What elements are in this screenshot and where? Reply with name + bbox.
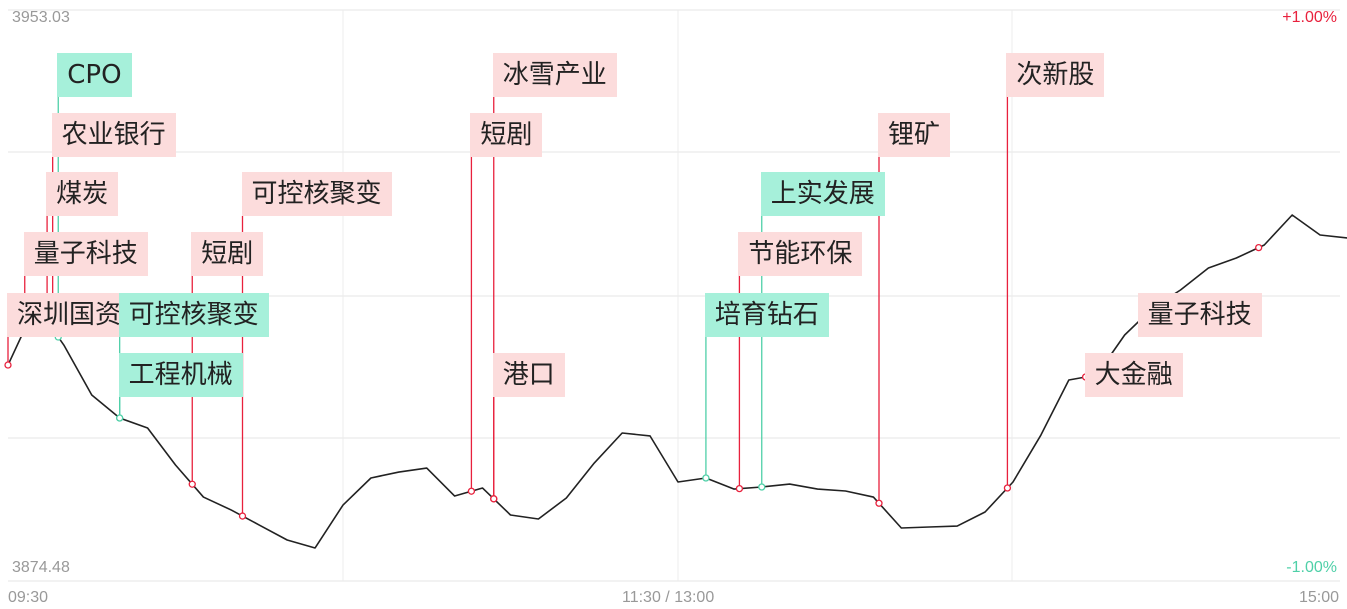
annotation-label: 次新股 bbox=[1006, 53, 1105, 97]
annotation-label: 大金融 bbox=[1084, 353, 1183, 397]
annotation-label: 短剧 bbox=[191, 232, 264, 276]
annotation-marker bbox=[702, 474, 710, 482]
annotation-label: 短剧 bbox=[470, 113, 543, 157]
annotation-marker bbox=[735, 484, 744, 493]
x-tick-label: 11:30 / 13:00 bbox=[622, 589, 715, 606]
annotation-marker bbox=[116, 414, 124, 422]
pct-max-label: +1.00% bbox=[1282, 9, 1337, 26]
y-min-label: 3874.48 bbox=[12, 559, 70, 576]
annotation-label: 煤炭 bbox=[46, 172, 119, 216]
annotation-marker bbox=[1255, 243, 1263, 252]
annotation-label: 农业银行 bbox=[51, 113, 176, 157]
annotation-label: 节能环保 bbox=[738, 232, 863, 276]
annotation-marker bbox=[188, 480, 196, 488]
annotation-label: 可控核聚变 bbox=[118, 293, 269, 337]
annotation-label: 冰雪产业 bbox=[492, 53, 617, 97]
annotation-label: 锂矿 bbox=[878, 113, 951, 157]
annotation-marker bbox=[875, 499, 883, 507]
x-tick-label: 15:00 bbox=[1298, 589, 1339, 606]
annotation-label: 工程机械 bbox=[118, 353, 243, 397]
annotation-label: 港口 bbox=[492, 353, 565, 397]
annotation-marker bbox=[4, 361, 12, 369]
pct-min-label: -1.00% bbox=[1286, 559, 1337, 576]
annotation-marker bbox=[467, 487, 476, 495]
annotation-marker bbox=[238, 512, 247, 520]
annotation-label: 量子科技 bbox=[1137, 293, 1262, 337]
annotation-label: 可控核聚变 bbox=[241, 172, 392, 216]
annotation-label: 深圳国资 bbox=[7, 293, 132, 337]
annotation-marker bbox=[1003, 484, 1012, 492]
price-line bbox=[7, 214, 1347, 549]
annotation-label: 量子科技 bbox=[23, 232, 148, 276]
annotation-marker bbox=[758, 483, 766, 491]
annotation-label: 培育钻石 bbox=[704, 293, 829, 337]
annotation-label: CPO bbox=[57, 53, 132, 97]
annotation-label: 上实发展 bbox=[760, 172, 885, 216]
x-tick-label: 09:30 bbox=[8, 589, 49, 606]
annotation-marker bbox=[490, 495, 498, 503]
y-max-label: 3953.03 bbox=[12, 9, 70, 26]
